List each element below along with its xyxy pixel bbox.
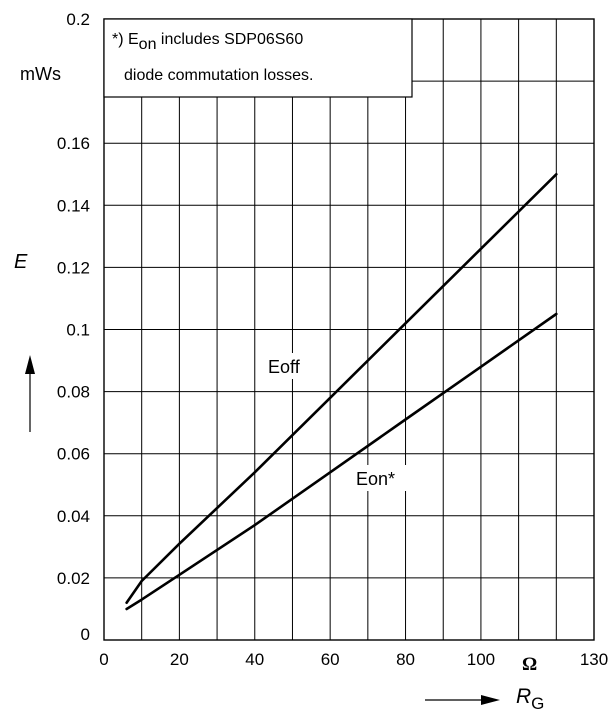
eoff-label-bg [264, 353, 312, 379]
x-axis-title-sub: G [531, 694, 544, 711]
series-line-eoff [125, 173, 558, 605]
x-tick-label: 80 [396, 650, 415, 669]
y-tick-label: 0.1 [66, 321, 90, 340]
annotation-line-1: *) Eon includes SDP06S60 [112, 31, 303, 53]
y-arrow-head [25, 355, 35, 374]
annotation-line-1-suffix: includes SDP06S60 [156, 31, 303, 48]
grid [104, 19, 594, 640]
annotation-line-1-prefix: *) E [112, 31, 139, 48]
y-axis-title: E [14, 251, 28, 273]
x-tick-label: 100 [467, 650, 495, 669]
y-tick-label: 0.08 [57, 383, 90, 402]
series-line-eon [125, 312, 558, 611]
annotation-line-2: diode commutation losses. [124, 67, 313, 84]
y-tick-label: 0.06 [57, 445, 90, 464]
y-tick-label: 0 [81, 625, 90, 644]
x-axis-title-main: R [516, 685, 531, 708]
x-tick-label: 60 [321, 650, 340, 669]
tick-labels: 0 0.02 0.04 0.06 0.08 0.1 0.12 0.14 0.16 0.2 0 20 40… [57, 10, 608, 669]
y-tick-label: 0.14 [57, 196, 90, 215]
x-tick-label: 40 [245, 650, 264, 669]
series-label-eoff: Eoff [268, 357, 301, 377]
y-tick-label: 0.02 [57, 569, 90, 588]
x-arrow-head [481, 695, 500, 705]
y-tick-label: 0.04 [57, 507, 90, 526]
x-axis-title: RG [516, 685, 544, 711]
x-tick-label: 0 [99, 650, 108, 669]
y-tick-label: 0.16 [57, 134, 90, 153]
series-label-eon: Eon* [356, 469, 395, 489]
x-tick-label: 20 [170, 650, 189, 669]
y-tick-label: 0.2 [66, 10, 90, 29]
y-tick-label: 0.12 [57, 258, 90, 277]
y-unit-label: mWs [20, 64, 61, 84]
annotation-box [103, 18, 413, 98]
x-tick-label: 130 [580, 650, 608, 669]
x-unit-label: Ω [522, 654, 537, 675]
series-lines [125, 173, 558, 611]
eon-label-bg [352, 465, 408, 491]
annotation-line-1-sub: on [139, 36, 157, 53]
